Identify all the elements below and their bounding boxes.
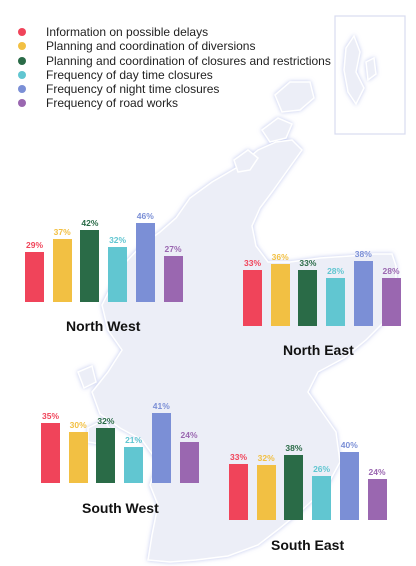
bar-north-west-6 [163,255,183,302]
bar-south-west-4 [124,447,144,483]
region-title-north-west: North West [66,318,141,334]
legend-label: Information on possible delays [46,25,209,39]
bar-label-north-west-5: 46% [136,211,154,222]
legend-label: Frequency of road works [46,96,179,111]
bar-south-east-4 [312,475,332,520]
bar-north-west-5 [135,223,155,302]
legend-dot [18,99,26,108]
bar-label-south-east-5: 40% [340,439,358,450]
bar-label-south-west-5: 41% [152,400,170,411]
legend-label: Planning and coordination of closures an… [46,53,331,68]
bar-label-north-east-5: 38% [354,249,372,260]
bar-label-south-west-4: 21% [125,435,143,446]
bar-south-east-2 [256,465,276,520]
bar-north-east-2 [270,264,290,326]
legend-item-2: Planning and coordination of diversions [12,39,331,53]
island-shape-3 [233,149,260,173]
bar-south-west-5 [151,412,171,483]
bar-label-north-east-3: 33% [299,257,317,268]
bar-south-east-5 [339,451,359,520]
bar-label-north-east-6: 28% [382,266,400,277]
island-shape-5 [77,364,97,390]
bar-south-east-1 [229,463,248,520]
legend-dot [18,85,26,94]
bar-label-south-west-6: 24% [180,429,198,440]
bar-label-north-west-6: 27% [164,243,182,254]
bar-label-north-east-4: 28% [327,266,345,277]
bar-label-south-east-3: 38% [285,443,303,454]
bar-label-north-west-2: 37% [53,226,71,237]
bar-north-east-3 [298,269,318,326]
bar-label-north-east-2: 36% [271,252,289,263]
shetland-inset-box [334,15,406,135]
bar-south-east-6 [367,478,387,520]
island-shape-1 [274,81,315,113]
bar-south-west-6 [179,441,199,483]
legend-dot [18,42,26,51]
bar-label-north-west-3: 42% [81,218,99,229]
bar-south-west-2 [68,431,88,483]
bar-north-west-1 [25,252,44,302]
bar-south-west-3 [96,428,116,483]
legend-dot [18,56,26,65]
bar-south-west-1 [41,423,60,483]
legend-dot [18,70,26,79]
bar-north-east-1 [243,269,262,326]
bar-south-east-3 [284,455,304,520]
bar-label-south-west-1: 35% [41,411,59,422]
island-shape-7 [365,56,377,82]
legend-item-1: Information on possible delays [12,25,331,39]
bar-north-east-6 [381,278,401,326]
island-shape-2 [260,117,293,143]
legend-item-6: Frequency of road works [12,96,331,110]
bar-label-south-west-2: 30% [69,419,87,430]
bar-label-south-east-1: 33% [229,451,247,462]
island-shape-6 [343,34,365,106]
region-title-south-west: South West [82,500,159,516]
legend-item-4: Frequency of day time closures [12,68,331,82]
legend-item-3: Planning and coordination of closures an… [12,54,331,68]
bar-label-south-east-6: 24% [368,466,386,477]
legend-label: Planning and coordination of diversions [46,39,256,54]
bar-label-north-west-4: 32% [109,235,127,246]
bar-north-east-4 [326,278,346,326]
legend: Information on possible delays Planning a… [12,25,331,111]
legend-label: Frequency of day time closures [46,67,213,82]
legend-dot [18,28,26,36]
bar-north-west-2 [52,238,72,302]
bar-label-north-east-1: 33% [243,257,261,268]
region-title-south-east: South East [271,537,345,553]
bar-label-south-west-3: 32% [97,416,115,427]
bar-label-south-east-2: 32% [257,453,275,464]
bar-label-south-east-4: 26% [313,463,331,474]
bar-north-east-5 [353,261,373,326]
bar-north-west-4 [108,247,128,302]
legend-item-5: Frequency of night time closures [12,82,331,96]
region-title-north-east: North East [283,342,354,358]
legend-label: Frequency of night time closures [46,82,220,97]
bar-label-north-west-1: 29% [25,240,43,251]
bar-north-west-3 [80,230,100,302]
